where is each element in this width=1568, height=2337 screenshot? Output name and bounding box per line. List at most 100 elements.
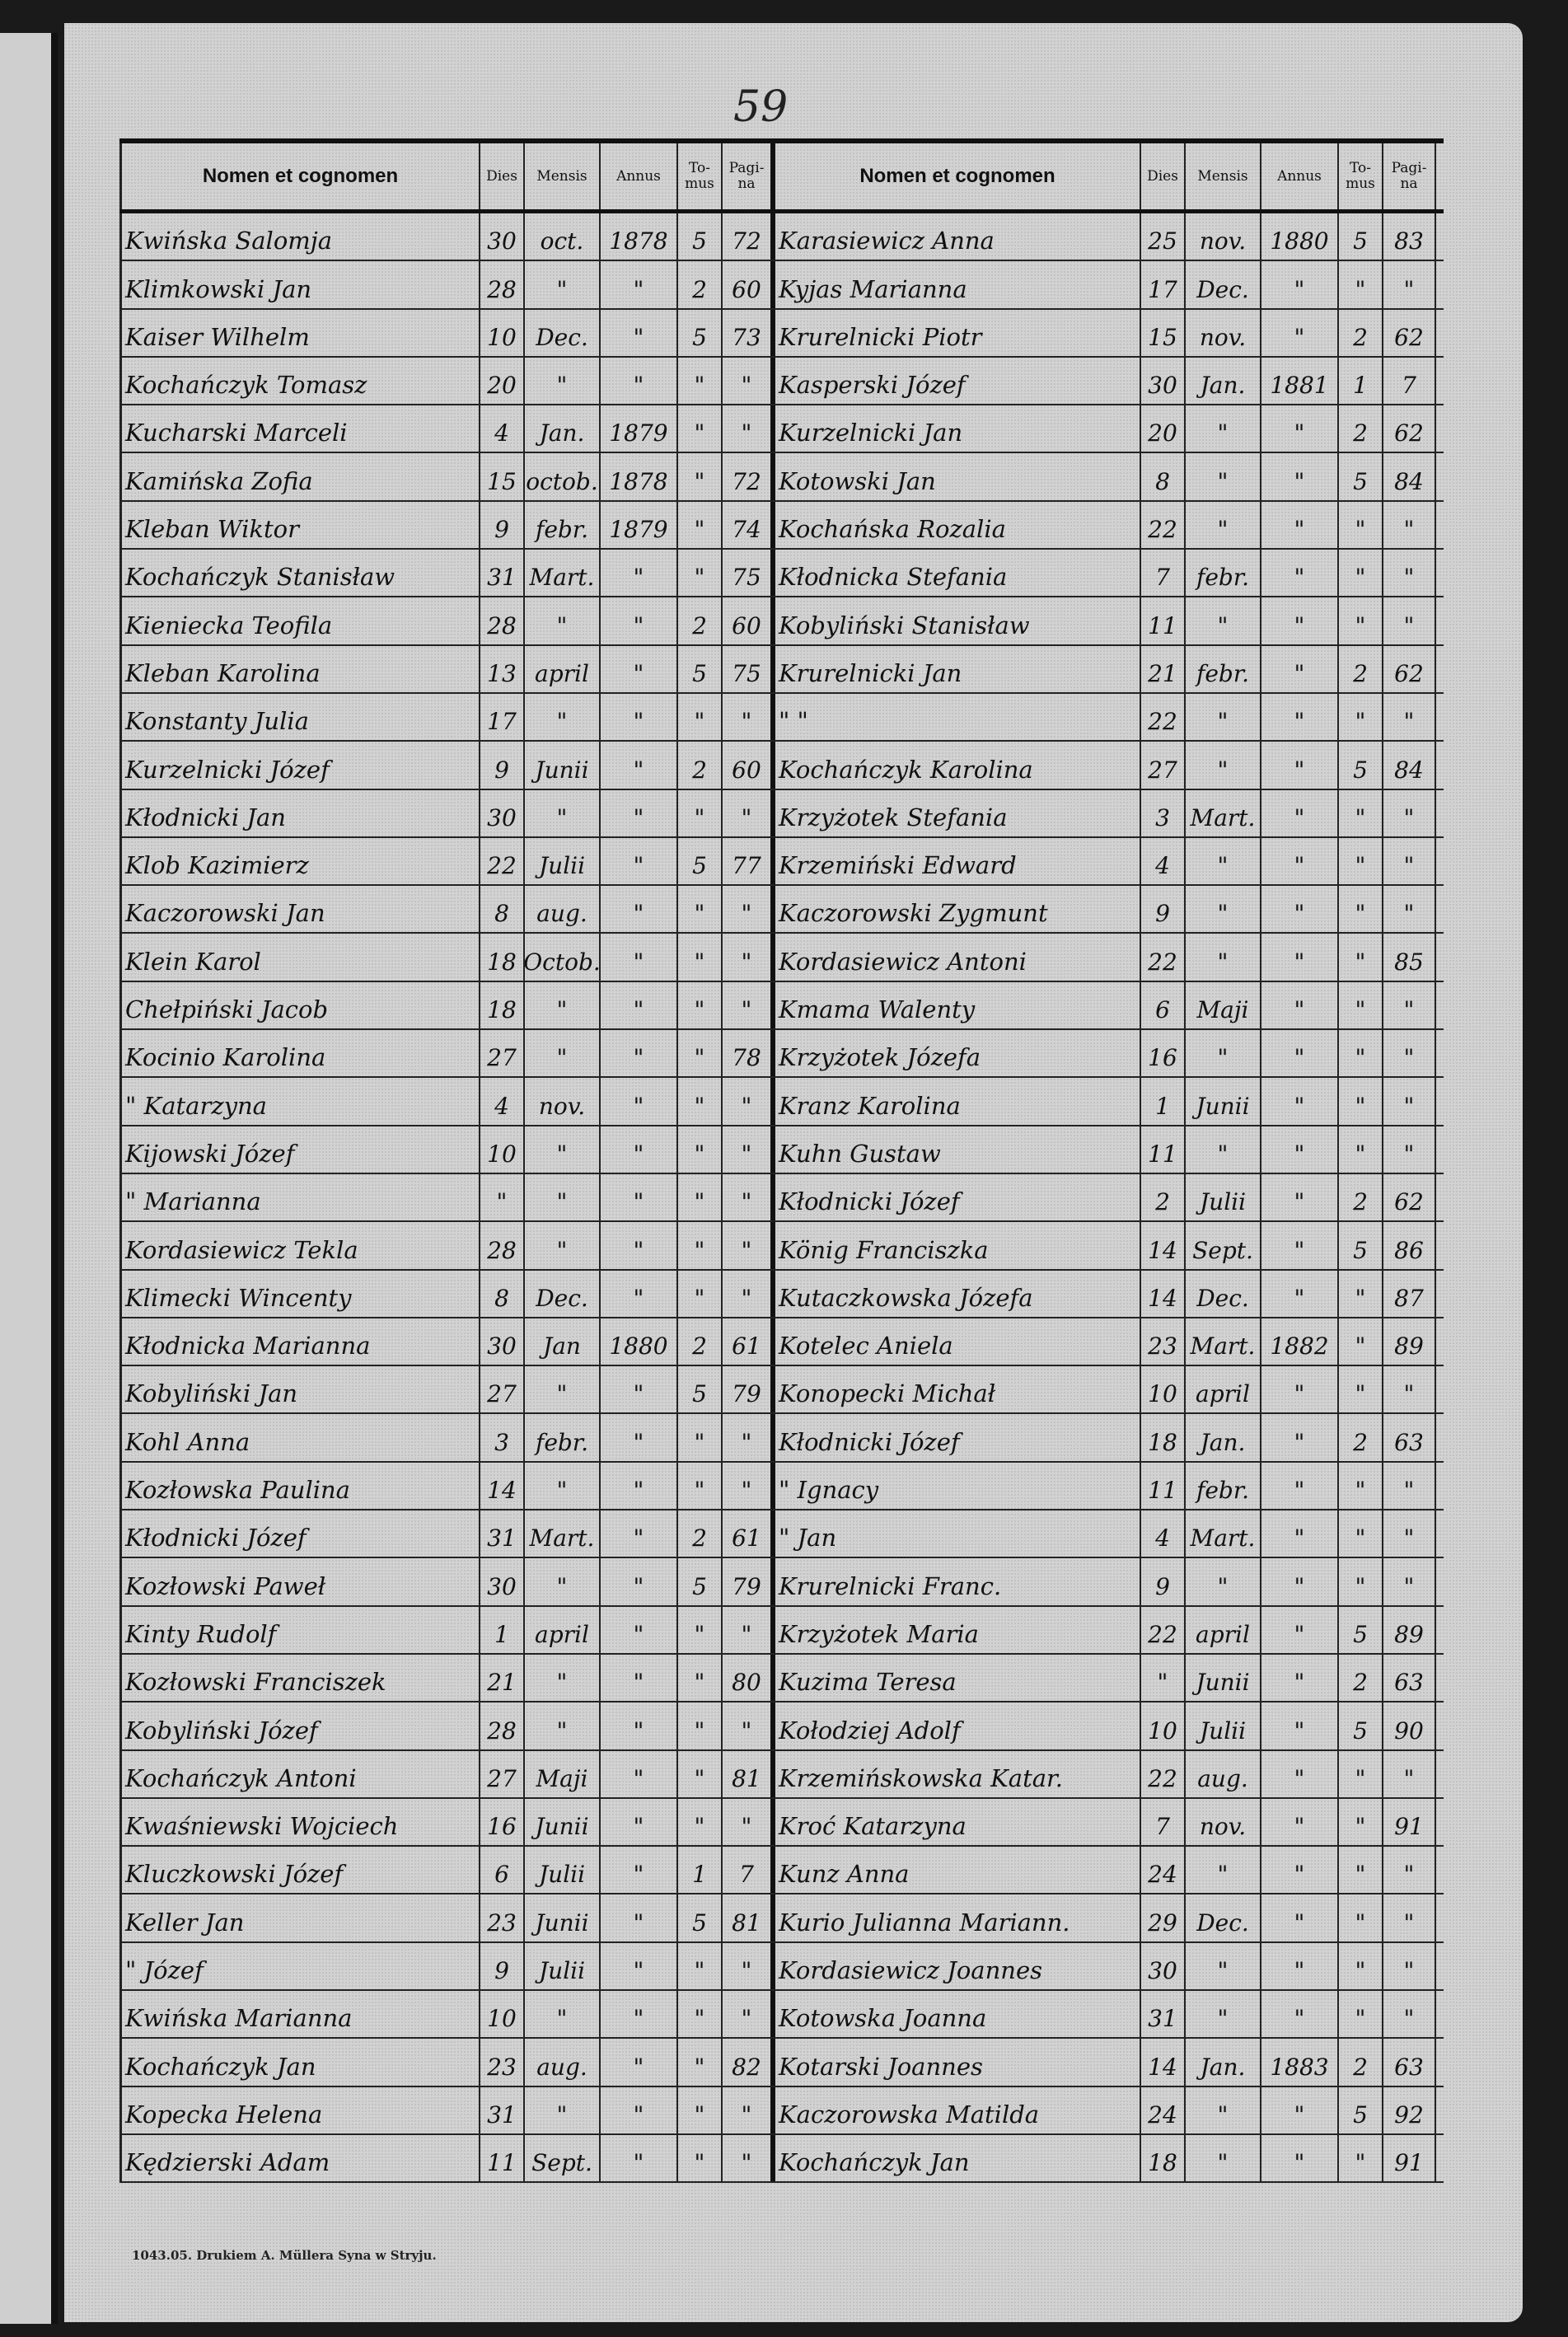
left-dies-cell: 8 [480,886,525,933]
right-tomus-cell: 5 [1339,1222,1383,1269]
left-annus-cell: " [601,1894,678,1941]
left-annus-cell: " [601,1990,678,2038]
left-name-cell: Kopecka Helena [119,2086,480,2133]
header-right-pagina: Pagi-na [1383,143,1436,209]
left-pagina-cell: " [723,1606,775,1653]
left-annus-cell: " [601,1510,678,1557]
table-row: Kurzelnicki Józef 9 Junii " 2 60 Kochańczyk Ka… [119,742,1444,790]
right-mensis-cell: Sept. [1186,1222,1261,1269]
left-tomus-cell: 2 [678,261,723,308]
right-pagina-cell: 89 [1383,1606,1436,1653]
table-row: Kaiser Wilhelm 10 Dec. " 5 73 Krurelnicki Piot… [119,309,1444,358]
left-pagina-cell: " [723,1798,775,1846]
left-mensis-cell: " [525,1462,601,1510]
right-mensis-cell: " [1186,1942,1261,1989]
left-name-cell: Kwińska Salomja [119,213,480,260]
right-annus-cell: " [1261,1078,1339,1125]
header-left-tomus: To-mus [678,143,723,209]
right-annus-cell: " [1261,742,1339,789]
left-tomus-cell: 2 [678,742,723,789]
left-tomus-cell: " [678,789,723,836]
left-tomus-cell: 5 [678,837,723,885]
right-mensis-cell: Junii [1186,1654,1261,1702]
right-tomus-cell: " [1339,1366,1383,1413]
left-mensis-cell: Dec. [525,1270,601,1317]
left-dies-cell: 4 [480,405,525,452]
left-mensis-cell: " [525,1558,601,1605]
right-name-cell: Krzemiński Edward [775,837,1141,885]
right-tomus-cell: " [1339,1126,1383,1173]
right-tomus-cell: 5 [1339,1606,1383,1653]
right-mensis-cell: nov. [1186,213,1261,260]
left-pagina-cell: 60 [723,261,775,308]
left-dies-cell: 28 [480,261,525,308]
right-mensis-cell: Julii [1186,1173,1261,1221]
left-mensis-cell: Junii [525,1894,601,1941]
left-mensis-cell: " [525,1222,601,1269]
right-annus-cell: " [1261,1030,1339,1077]
left-name-cell: Kozłowski Franciszek [119,1654,480,1702]
left-tomus-cell: 5 [678,1558,723,1605]
right-tomus-cell: " [1339,1510,1383,1557]
left-name-cell: Kurzelnicki Józef [119,742,480,789]
right-annus-cell: " [1261,1462,1339,1510]
left-mensis-cell: Junii [525,1798,601,1846]
right-pagina-cell: 84 [1383,742,1436,789]
right-dies-cell: 14 [1141,2039,1186,2086]
left-mensis-cell: Dec. [525,309,601,356]
left-mensis-cell: " [525,1990,601,2038]
left-tomus-cell: " [678,1078,723,1125]
left-annus-cell: " [601,934,678,981]
right-name-cell: Krzyżotek Stefania [775,789,1141,836]
right-pagina-cell: 63 [1383,1414,1436,1461]
right-pagina-cell: " [1383,1990,1436,2038]
table-body: Kwińska Salomja 30 oct. 1878 5 72 Karasiewicz … [119,213,1444,2184]
left-mensis-cell: Jan. [525,405,601,452]
left-dies-cell: 28 [480,1702,525,1749]
left-pagina-cell: " [723,981,775,1029]
left-pagina-cell: 75 [723,645,775,692]
left-dies-cell: 30 [480,789,525,836]
right-annus-cell: " [1261,550,1339,597]
right-dies-cell: 27 [1141,742,1186,789]
left-tomus-cell: 5 [678,1894,723,1941]
right-mensis-cell: nov. [1186,309,1261,356]
left-mensis-cell: Octob. [525,934,601,981]
right-tomus-cell: 5 [1339,742,1383,789]
left-tomus-cell: " [678,1990,723,2038]
right-pagina-cell: 7 [1383,357,1436,405]
left-tomus-cell: " [678,1414,723,1461]
left-name-cell: Kochańczyk Antoni [119,1750,480,1797]
right-name-cell: Kmama Walenty [775,981,1141,1029]
right-dies-cell: 4 [1141,1510,1186,1557]
right-mensis-cell: " [1186,1030,1261,1077]
table-row: " Marianna " " " " " Kłodnicki Józef 2 Julii " 2 62 [119,1173,1444,1223]
right-name-cell: Kurio Julianna Mariann. [775,1894,1141,1941]
right-pagina-cell: " [1383,1510,1436,1557]
right-mensis-cell: " [1186,1126,1261,1173]
left-tomus-cell: " [678,1654,723,1702]
left-name-cell: Kordasiewicz Tekla [119,1222,480,1269]
right-name-cell: Kaczorowska Matilda [775,2086,1141,2133]
left-mensis-cell: Mart. [525,550,601,597]
right-dies-cell: 11 [1141,1462,1186,1510]
left-tomus-cell: " [678,2086,723,2133]
left-dies-cell: 3 [480,1414,525,1461]
left-annus-cell: " [601,1126,678,1173]
right-dies-cell: 22 [1141,501,1186,549]
table-row: Keller Jan 23 Junii " 5 81 Kurio Julianna Mari… [119,1894,1444,1943]
right-name-cell: " " [775,693,1141,741]
left-dies-cell: 9 [480,1942,525,1989]
left-annus-cell: " [601,1847,678,1894]
left-annus-cell: " [601,550,678,597]
right-name-cell: Kaczorowski Zygmunt [775,886,1141,933]
left-name-cell: Kłodnicka Marianna [119,1318,480,1365]
left-name-cell: Kinty Rudolf [119,1606,480,1653]
right-annus-cell: " [1261,261,1339,308]
right-pagina-cell: 91 [1383,1798,1436,1846]
right-name-cell: Kochańczyk Jan [775,2134,1141,2182]
table-row: Kleban Karolina 13 april " 5 75 Krurelnicki Ja… [119,645,1444,694]
right-name-cell: " Jan [775,1510,1141,1557]
left-tomus-cell: " [678,1942,723,1989]
left-tomus-cell: " [678,1462,723,1510]
